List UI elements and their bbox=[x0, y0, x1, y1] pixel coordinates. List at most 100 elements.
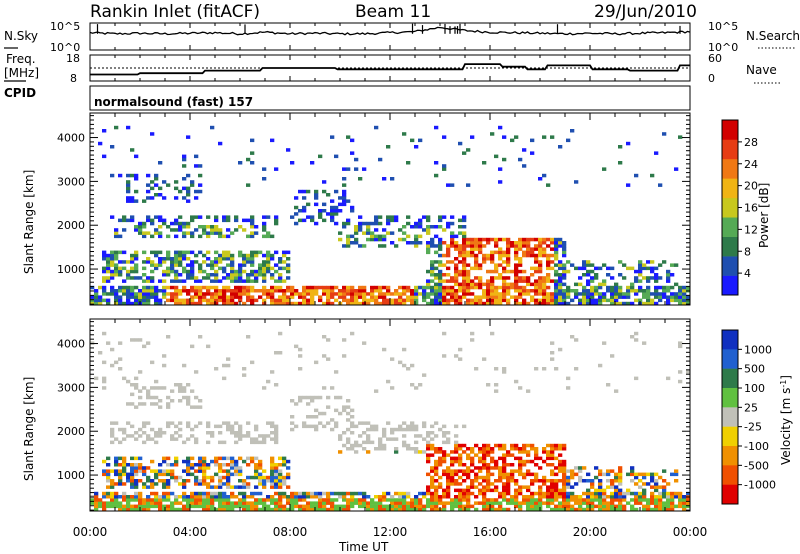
power-cell bbox=[346, 234, 351, 239]
power-cell bbox=[638, 269, 643, 274]
power-cell bbox=[454, 298, 459, 303]
power-cell bbox=[518, 237, 523, 242]
velocity-cell bbox=[318, 498, 323, 502]
velocity-cell bbox=[166, 402, 171, 406]
power-cell bbox=[514, 244, 519, 248]
power-cell bbox=[514, 269, 519, 274]
velocity-cell bbox=[334, 491, 339, 496]
velocity-cell bbox=[442, 440, 447, 445]
power-cell bbox=[534, 269, 539, 274]
power-cell bbox=[382, 244, 387, 248]
velocity-cell bbox=[214, 424, 219, 429]
power-cell bbox=[162, 295, 167, 299]
power-cell bbox=[514, 276, 519, 280]
power-cell bbox=[298, 295, 303, 299]
power-cell bbox=[562, 298, 567, 303]
power-cell bbox=[350, 292, 355, 296]
velocity-cell bbox=[362, 341, 367, 345]
power-cell bbox=[642, 289, 647, 293]
velocity-cell bbox=[486, 479, 491, 483]
power-cell bbox=[486, 282, 491, 287]
power-cell bbox=[214, 257, 219, 261]
velocity-cell bbox=[206, 440, 211, 445]
power-cell bbox=[190, 215, 195, 219]
power-cell bbox=[202, 276, 207, 280]
velocity-cell bbox=[566, 479, 571, 483]
power-cell bbox=[470, 237, 475, 242]
power-cell bbox=[518, 285, 523, 290]
power-cell bbox=[158, 257, 163, 261]
power-cell bbox=[146, 183, 151, 187]
velocity-cell bbox=[182, 479, 187, 483]
velocity-cell bbox=[194, 504, 199, 509]
velocity-cell bbox=[542, 495, 547, 499]
power-cell bbox=[538, 177, 543, 181]
power-cell bbox=[230, 279, 235, 283]
power-cell bbox=[174, 295, 179, 299]
velocity-cell bbox=[374, 504, 379, 509]
velocity-cell bbox=[598, 504, 603, 509]
power-cell bbox=[662, 132, 667, 136]
velocity-cell bbox=[186, 495, 191, 499]
velocity-cell bbox=[462, 443, 467, 448]
power-cell bbox=[610, 292, 615, 296]
power-cell bbox=[598, 292, 603, 296]
velocity-cell bbox=[134, 463, 139, 467]
velocity-cell bbox=[154, 395, 159, 400]
power-cell bbox=[502, 260, 507, 264]
velocity-cell bbox=[118, 440, 123, 445]
power-cell bbox=[682, 298, 687, 303]
velocity-cell bbox=[246, 463, 251, 467]
velocity-cell bbox=[402, 507, 407, 512]
power-cell bbox=[318, 212, 323, 216]
power-cell bbox=[610, 266, 615, 271]
velocity-cell bbox=[514, 447, 519, 451]
velocity-cell bbox=[126, 507, 131, 512]
power-cell bbox=[590, 298, 595, 303]
velocity-cell bbox=[562, 501, 567, 505]
power-cell bbox=[482, 253, 487, 258]
power-cell bbox=[174, 257, 179, 261]
power-cell bbox=[174, 218, 179, 223]
velocity-cell bbox=[546, 488, 551, 493]
velocity-cell bbox=[214, 472, 219, 477]
velocity-cell bbox=[162, 386, 167, 390]
power-cell bbox=[90, 295, 95, 299]
velocity-cell bbox=[226, 427, 231, 432]
velocity-cell bbox=[486, 469, 491, 473]
power-cell bbox=[670, 292, 675, 296]
power-cell bbox=[426, 225, 431, 229]
velocity-cell bbox=[474, 495, 479, 499]
velocity-cell bbox=[230, 431, 235, 435]
velocity-cell bbox=[670, 495, 675, 499]
velocity-cell bbox=[162, 363, 167, 368]
velocity-cell bbox=[110, 498, 115, 502]
power-cell bbox=[470, 247, 475, 251]
power-cell bbox=[302, 295, 307, 299]
velocity-cell bbox=[430, 507, 435, 512]
power-cell bbox=[506, 285, 511, 290]
power-cell bbox=[202, 228, 207, 232]
velocity-cell bbox=[138, 402, 143, 406]
velocity-cell bbox=[430, 443, 435, 448]
velocity-cell bbox=[454, 354, 459, 358]
power-cell bbox=[438, 282, 443, 287]
velocity-cell bbox=[574, 466, 579, 470]
power-cell bbox=[150, 132, 155, 136]
velocity-cell bbox=[230, 472, 235, 477]
power-cell bbox=[134, 266, 139, 271]
velocity-cell bbox=[314, 424, 319, 429]
velocity-cell bbox=[682, 495, 687, 499]
power-cell bbox=[358, 228, 363, 232]
velocity-cell bbox=[382, 495, 387, 499]
velocity-cell bbox=[362, 421, 367, 425]
velocity-cell bbox=[638, 498, 643, 502]
power-cell bbox=[458, 231, 463, 235]
velocity-cell bbox=[138, 498, 143, 502]
power-cell bbox=[522, 164, 527, 168]
velocity-cell bbox=[650, 507, 655, 512]
velocity-cell bbox=[202, 459, 207, 464]
power-cell bbox=[550, 253, 555, 258]
velocity-cell bbox=[454, 472, 459, 477]
